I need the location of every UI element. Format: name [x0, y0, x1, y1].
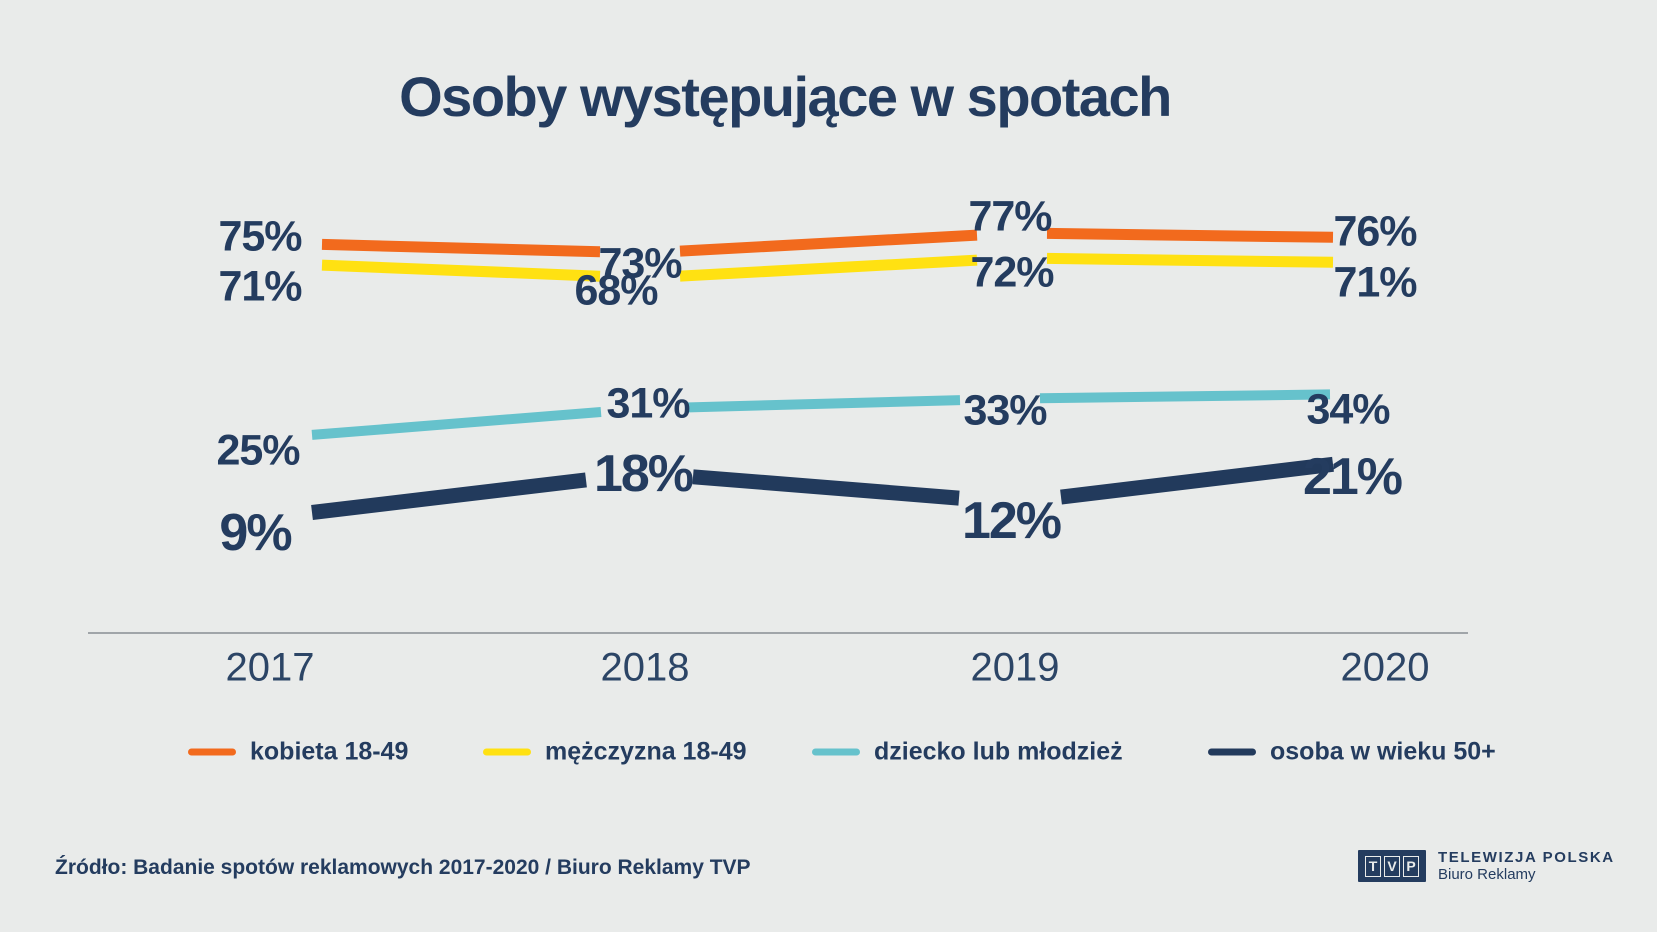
data-label-dziecko-lub-m-odzie--2017: 25%	[216, 426, 300, 475]
line-kobieta-18-49-seg-3	[1046, 227, 1334, 243]
legend-label-osoba-w-wieku-50+: osoba w wieku 50+	[1270, 737, 1496, 766]
data-label-m-czyzna-18-49-2018: 68%	[574, 266, 658, 315]
line-dziecko-lub-m-odzie--seg-2	[684, 395, 961, 413]
line-osoba-w-wieku-50+-seg-1	[311, 472, 587, 520]
brand-company: TELEWIZJA POLSKA	[1438, 849, 1615, 866]
legend-swatch-osoba-w-wieku-50+	[1208, 748, 1256, 756]
data-label-m-czyzna-18-49-2020: 71%	[1333, 258, 1417, 307]
legend-swatch-kobieta-18-49	[188, 748, 236, 756]
line-osoba-w-wieku-50+-seg-3	[1060, 456, 1334, 505]
legend-swatch-m-czyzna-18-49	[483, 748, 531, 756]
x-axis-label-2020: 2020	[1340, 645, 1430, 690]
legend-label-m-czyzna-18-49: mężczyzna 18-49	[545, 737, 747, 766]
tvp-logo-letter-p: P	[1403, 855, 1419, 877]
line-dziecko-lub-m-odzie--seg-3	[1039, 389, 1331, 404]
data-label-m-czyzna-18-49-2019: 72%	[970, 248, 1054, 297]
x-axis-label-2017: 2017	[225, 645, 315, 690]
line-kobieta-18-49-seg-1	[321, 238, 601, 258]
data-label-osoba-w-wieku-50+-2018: 18%	[593, 445, 694, 503]
data-label-dziecko-lub-m-odzie--2018: 31%	[606, 379, 690, 428]
legend-item-kobieta-18-49: kobieta 18-49	[188, 738, 408, 767]
data-label-kobieta-18-49-2018: 73%	[598, 239, 682, 288]
data-label-kobieta-18-49-2019: 77%	[968, 192, 1052, 241]
data-label-kobieta-18-49-2017: 75%	[218, 212, 302, 261]
line-m-czyzna-18-49-seg-1	[321, 259, 601, 282]
line-osoba-w-wieku-50+-seg-2	[692, 469, 960, 506]
line-m-czyzna-18-49-seg-2	[679, 254, 978, 282]
line-m-czyzna-18-49-seg-3	[1046, 252, 1334, 268]
data-label-m-czyzna-18-49-2017: 71%	[218, 262, 302, 311]
data-label-dziecko-lub-m-odzie--2020: 34%	[1306, 385, 1390, 434]
data-label-kobieta-18-49-2020: 76%	[1333, 207, 1417, 256]
chart-title: Osoby występujące w spotach	[399, 65, 1172, 128]
x-axis-line	[88, 632, 1468, 634]
legend-swatch-dziecko-lub-m-odzie-	[812, 748, 860, 756]
line-dziecko-lub-m-odzie--seg-1	[311, 407, 602, 440]
legend-label-dziecko-lub-m-odzie-: dziecko lub młodzież	[874, 737, 1123, 766]
x-axis-label-2018: 2018	[600, 645, 690, 690]
data-label-osoba-w-wieku-50+-2020: 21%	[1302, 448, 1403, 506]
data-label-dziecko-lub-m-odzie--2019: 33%	[963, 386, 1047, 435]
data-label-osoba-w-wieku-50+-2019: 12%	[961, 492, 1062, 550]
tvp-logo-letter-v: V	[1384, 855, 1400, 877]
brand-department: Biuro Reklamy	[1438, 866, 1536, 883]
legend-item-dziecko-lub-m-odzie-: dziecko lub młodzież	[812, 738, 1123, 767]
legend-label-kobieta-18-49: kobieta 18-49	[250, 737, 409, 766]
data-label-osoba-w-wieku-50+-2017: 9%	[219, 504, 292, 562]
tvp-logo-letter-t: T	[1365, 855, 1381, 877]
legend-item-osoba-w-wieku-50+: osoba w wieku 50+	[1208, 738, 1496, 767]
x-axis-label-2019: 2019	[970, 645, 1060, 690]
legend-item-m-czyzna-18-49: mężczyzna 18-49	[483, 738, 747, 767]
tvp-brand-text: TELEWIZJA POLSKA Biuro Reklamy	[1438, 849, 1615, 883]
line-kobieta-18-49-seg-2	[679, 229, 978, 257]
source-note: Źródło: Badanie spotów reklamowych 2017-…	[55, 856, 751, 879]
